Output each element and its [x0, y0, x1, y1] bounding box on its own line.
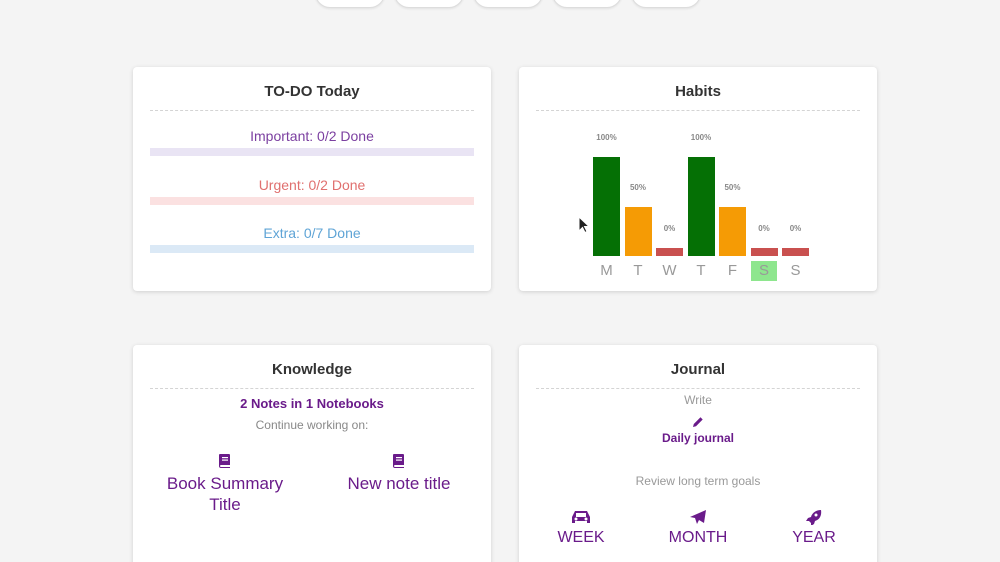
book-icon: [391, 453, 407, 469]
habit-day-label[interactable]: S: [790, 262, 801, 279]
habit-day-label[interactable]: T: [633, 262, 643, 279]
knowledge-card: Knowledge 2 Notes in 1 Notebooks Continu…: [133, 345, 491, 562]
todo-divider: [150, 110, 474, 111]
knowledge-subtitle: Continue working on:: [255, 418, 369, 432]
note-title-1: Book Summary Title: [166, 474, 284, 514]
nav-pill-2[interactable]: [394, 0, 464, 8]
note-title-2: New note title: [347, 474, 451, 493]
goal-year-button[interactable]: YEAR: [764, 509, 864, 547]
habit-percent-label: 100%: [596, 133, 617, 142]
mouse-cursor-icon: [578, 215, 591, 239]
habit-percent-label: 50%: [724, 182, 741, 192]
habit-percent-label: 0%: [758, 224, 770, 233]
nav-pill-4[interactable]: [552, 0, 622, 8]
todo-card: TO-DO Today Important: 0/2 Done Urgent: …: [133, 67, 491, 291]
daily-journal-link[interactable]: Daily journal: [519, 415, 877, 447]
habits-title: Habits: [675, 83, 721, 100]
habits-chart: 100% M 50% T 0% W 100% T 50% F 0% S 0% S: [519, 67, 877, 291]
goal-week-button[interactable]: WEEK: [531, 509, 631, 547]
habit-percent-label: 50%: [629, 182, 646, 192]
journal-divider: [536, 388, 860, 389]
habit-day-label[interactable]: T: [696, 262, 706, 279]
habit-day-label[interactable]: S: [751, 261, 777, 281]
habit-bar: [750, 248, 778, 256]
habit-bar: [687, 157, 715, 256]
plane-icon: [690, 510, 706, 524]
journal-write-label: Write: [684, 393, 712, 407]
rocket-icon: [806, 510, 822, 525]
goal-year-label: YEAR: [792, 529, 836, 546]
journal-card: Journal Write Daily journal Review long …: [519, 345, 877, 562]
review-goals-label: Review long term goals: [635, 474, 761, 488]
daily-journal-label: Daily journal: [661, 431, 735, 445]
todo-extra-label[interactable]: Extra: 0/7 Done: [263, 225, 361, 241]
knowledge-divider: [150, 388, 474, 389]
journal-title: Journal: [670, 361, 726, 378]
todo-important-label[interactable]: Important: 0/2 Done: [250, 128, 374, 144]
habit-day-label[interactable]: M: [600, 262, 613, 279]
habit-bar: [656, 248, 683, 256]
nav-pill-5[interactable]: [631, 0, 701, 8]
note-link-1[interactable]: Book Summary Title: [155, 453, 295, 515]
note-link-2[interactable]: New note title: [329, 453, 469, 494]
habit-day-label[interactable]: W: [662, 262, 677, 279]
todo-urgent-label[interactable]: Urgent: 0/2 Done: [258, 177, 366, 193]
nav-pill-3[interactable]: [473, 0, 543, 8]
knowledge-summary: 2 Notes in 1 Notebooks: [240, 396, 384, 411]
todo-important-bar: [150, 148, 474, 156]
habit-bar: [782, 248, 809, 256]
book-icon: [217, 453, 233, 469]
nav-pill-1[interactable]: [315, 0, 385, 8]
habit-percent-label: 0%: [663, 224, 676, 233]
goal-month-label: MONTH: [668, 529, 728, 546]
habit-bar: [719, 206, 746, 256]
car-icon: [572, 511, 590, 523]
habit-day-label[interactable]: F: [727, 262, 738, 279]
goal-week-label: WEEK: [557, 529, 605, 546]
todo-title: TO-DO Today: [264, 83, 360, 100]
habit-percent-label: 100%: [690, 133, 712, 142]
todo-urgent-bar: [150, 197, 474, 205]
todo-extra-bar: [150, 245, 474, 253]
pencil-icon: [692, 415, 704, 427]
habit-bar: [593, 157, 620, 256]
habits-card: Habits 100% M 50% T 0% W 100% T 50% F 0% S 0% S: [519, 67, 877, 291]
habit-percent-label: 0%: [789, 224, 802, 233]
habits-divider: [536, 110, 860, 111]
habit-bar: [624, 206, 652, 256]
goal-month-button[interactable]: MONTH: [648, 509, 748, 547]
knowledge-title: Knowledge: [271, 361, 352, 378]
